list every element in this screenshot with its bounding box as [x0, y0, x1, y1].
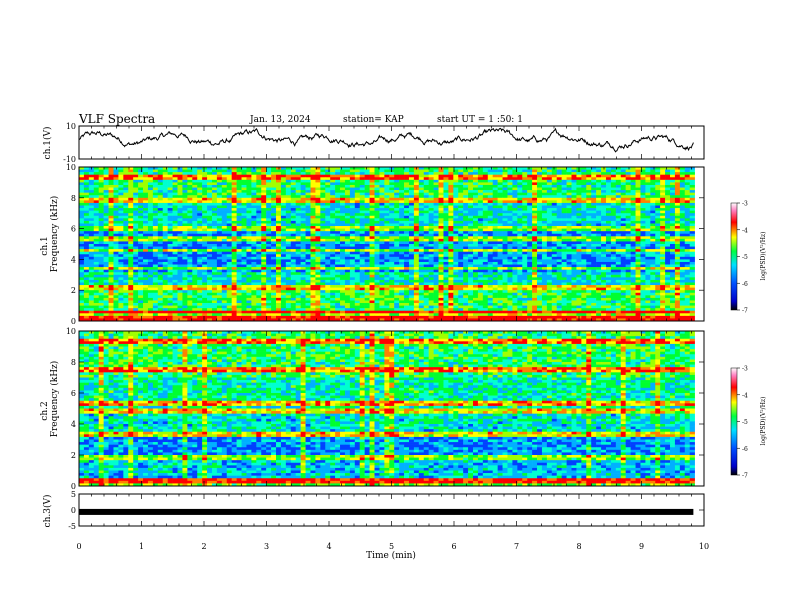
ch2-spectrogram-ytick-label: 0 — [71, 482, 76, 491]
chart-title: VLF Spectra — [79, 112, 156, 126]
time-axis-tick-label: 2 — [201, 542, 206, 551]
time-axis-tick-label: 5 — [389, 542, 394, 551]
ch2-channel-label: ch.2 — [40, 401, 50, 420]
colorbar-tick-label: -4 — [742, 227, 748, 234]
ch1-spectrogram-ytick-label: 2 — [71, 286, 76, 295]
ch3-ytick-label: -5 — [68, 522, 76, 531]
time-axis-label: Time (min) — [366, 550, 416, 561]
time-axis-tick-label: 0 — [76, 542, 81, 551]
date-label: Jan. 13, 2024 — [250, 115, 311, 125]
ch3-ytick-label: 0 — [71, 506, 76, 515]
ch1-waveform-ytick-label: 10 — [66, 122, 76, 131]
colorbar-tick-label: -7 — [742, 308, 748, 315]
colorbar-tick-label: -4 — [742, 392, 748, 399]
ch2-frequency-label: Frequency (kHz) — [49, 361, 60, 438]
ch1-colorbar: -3 -4 -5 -6 -7 log(PSD)(V²/Hz) — [730, 201, 767, 315]
ch2-spectrogram-ytick-label: 2 — [71, 451, 76, 460]
time-axis-tick-label: 7 — [514, 542, 519, 551]
ch3-ylabel: ch.3(V) — [42, 495, 53, 528]
colorbar-tick-label: -3 — [742, 201, 748, 208]
ch1-waveform-panel: 10 -10 ch.1(V) — [42, 122, 705, 164]
ch3-signal-line — [79, 508, 694, 515]
ch2-spectrogram-axis: 0 2 4 6 8 10 — [66, 327, 705, 491]
ch2-spectrogram-ytick-label: 10 — [66, 327, 76, 336]
ch2-spectrogram-panel: 0 2 4 6 8 10 ch.2 Frequency (kHz) — [40, 327, 705, 491]
colorbar-tick-label: -6 — [742, 281, 748, 288]
ch1-spectrogram-axis: 0 2 4 6 8 10 — [66, 163, 705, 326]
ch1-waveform-ytick-label: -10 — [63, 155, 76, 164]
ch2-spectrogram-ytick-label: 8 — [71, 358, 76, 367]
ch2-spectrogram-ytick-label: 4 — [71, 420, 76, 429]
ch1-spectrogram-ytick-label: 8 — [71, 194, 76, 203]
ch1-channel-label: ch.1 — [40, 236, 50, 255]
ch1-frequency-label: Frequency (kHz) — [49, 196, 60, 273]
colorbar-tick-label: -3 — [742, 366, 748, 373]
ch1-waveform-line — [78, 127, 694, 153]
time-axis-tick-label: 10 — [699, 542, 709, 551]
ch1-spectrogram-ytick-label: 10 — [66, 163, 76, 172]
ch1-colorbar-label: log(PSD)(V²/Hz) — [760, 232, 767, 281]
ch3-signal-panel: 5 0 -5 ch.3(V) — [42, 490, 705, 531]
ch1-colorbar-ticks: -3 -4 -5 -6 -7 — [737, 201, 748, 315]
ch1-spectrogram-panel: 0 2 4 6 8 10 ch.1 Frequency (kHz) — [40, 163, 705, 326]
start-time-label: start UT = 1 :50: 1 — [437, 115, 523, 125]
ch2-colorbar-ticks: -3 -4 -5 -6 -7 — [737, 366, 748, 480]
ch2-spectrogram-image — [79, 331, 695, 487]
ch3-ytick-label: 5 — [71, 490, 76, 499]
colorbar-tick-label: -7 — [742, 473, 748, 480]
ch2-colorbar-gradient — [730, 367, 738, 476]
time-axis-tick-label: 1 — [139, 542, 144, 551]
colorbar-tick-label: -5 — [742, 419, 748, 426]
station-label: station= KAP — [343, 115, 404, 125]
colorbar-tick-label: -5 — [742, 254, 748, 261]
time-axis-ticks: 0 1 2 3 4 5 6 7 8 9 10 — [76, 542, 709, 551]
ch1-spectrogram-ytick-label: 4 — [71, 255, 76, 264]
ch2-colorbar: -3 -4 -5 -6 -7 log(PSD)(V²/Hz) — [730, 366, 767, 480]
ch2-colorbar-label: log(PSD)(V²/Hz) — [760, 397, 767, 446]
ch1-spectrogram-ytick-label: 6 — [71, 225, 76, 234]
time-axis-tick-label: 8 — [576, 542, 581, 551]
time-axis-tick-label: 3 — [264, 542, 269, 551]
time-axis-tick-label: 9 — [639, 542, 644, 551]
ch1-waveform-ylabel: ch.1(V) — [42, 127, 53, 160]
ch1-colorbar-gradient — [730, 202, 738, 311]
ch1-waveform-axis: 10 -10 — [63, 122, 705, 164]
ch1-spectrogram-image — [79, 167, 695, 322]
time-axis-tick-label: 6 — [451, 542, 456, 551]
colorbar-tick-label: -6 — [742, 446, 748, 453]
ch1-spectrogram-ytick-label: 0 — [71, 317, 76, 326]
time-axis-tick-label: 4 — [326, 542, 331, 551]
ch2-spectrogram-ytick-label: 6 — [71, 389, 76, 398]
